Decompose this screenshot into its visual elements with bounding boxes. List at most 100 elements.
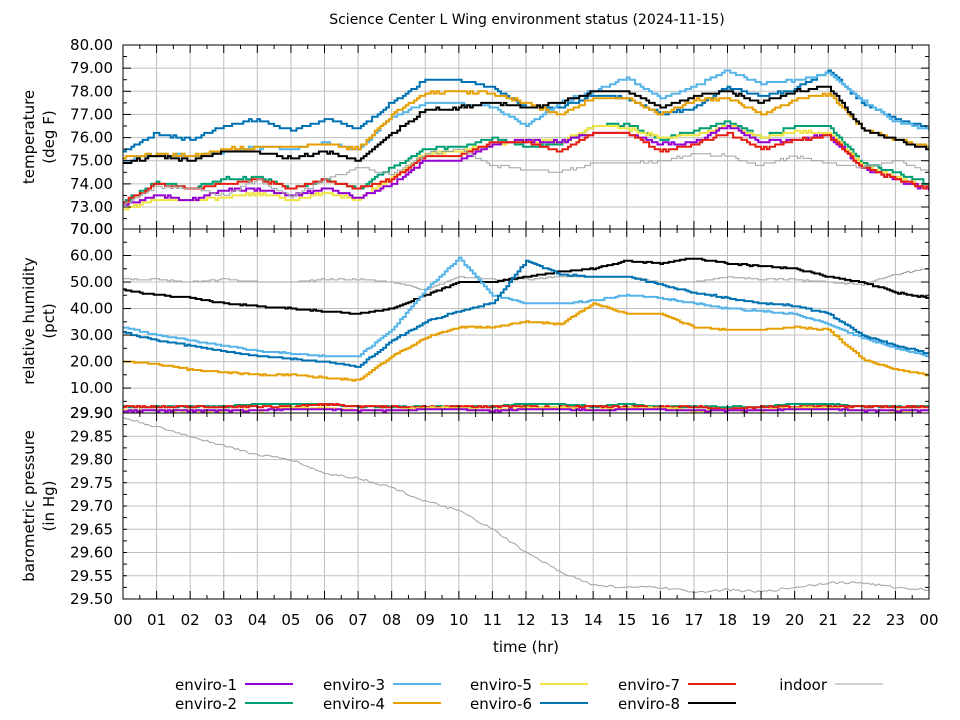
x-tick-label: 22 bbox=[852, 611, 871, 629]
y-tick-label: 77.00 bbox=[70, 105, 113, 123]
legend-label: enviro-1 bbox=[175, 676, 237, 694]
legend-item-enviro-8: enviro-8 bbox=[618, 695, 736, 713]
y-tick-label-overlap: 29.90 bbox=[70, 404, 113, 422]
series-line-indoor-temperature bbox=[123, 148, 929, 206]
series-line-enviro-2-temperature bbox=[123, 120, 929, 204]
series-layer bbox=[123, 69, 929, 594]
x-tick-label: 11 bbox=[483, 611, 502, 629]
legend-item-enviro-1: enviro-1 bbox=[175, 676, 293, 694]
x-tick-label: 16 bbox=[651, 611, 670, 629]
x-tick-label: 05 bbox=[281, 611, 300, 629]
y-tick-label: 60.00 bbox=[70, 247, 113, 265]
legend-label: enviro-3 bbox=[323, 676, 385, 694]
x-tick-label: 13 bbox=[550, 611, 569, 629]
legend-item-enviro-3: enviro-3 bbox=[323, 676, 441, 694]
series-group-pressure bbox=[123, 416, 929, 594]
y-axis-label-temperature: (deg F) bbox=[40, 110, 58, 163]
x-tick-label: 03 bbox=[214, 611, 233, 629]
chart-title: Science Center L Wing environment status… bbox=[329, 12, 725, 28]
y-tick-label: 70.00 bbox=[70, 220, 113, 238]
legend-item-enviro-2: enviro-2 bbox=[175, 695, 293, 713]
legend-label: enviro-4 bbox=[323, 695, 385, 713]
series-line-enviro-6-temperature bbox=[123, 69, 929, 153]
y-tick-label: 29.85 bbox=[70, 427, 113, 445]
x-tick-label: 02 bbox=[181, 611, 200, 629]
y-tick-label: 20.00 bbox=[70, 353, 113, 371]
legend-item-enviro-5: enviro-5 bbox=[470, 676, 588, 694]
legend-item-enviro-7: enviro-7 bbox=[618, 676, 736, 694]
x-tick-label: 06 bbox=[315, 611, 334, 629]
x-tick-label: 17 bbox=[684, 611, 703, 629]
y-tick-label: 29.60 bbox=[70, 544, 113, 562]
y-tick-label: 40.00 bbox=[70, 300, 113, 318]
x-tick-label: 18 bbox=[718, 611, 737, 629]
y-axis-label-humidity: (pct) bbox=[40, 303, 58, 338]
x-tick-label: 15 bbox=[617, 611, 636, 629]
y-tick-label: 76.00 bbox=[70, 129, 113, 147]
series-line-enviro-7-temperature bbox=[123, 131, 929, 204]
x-tick-label: 04 bbox=[248, 611, 267, 629]
series-line-indoor-pressure bbox=[123, 416, 929, 594]
y-tick-label: 50.00 bbox=[70, 273, 113, 291]
plot-frames bbox=[122, 44, 930, 600]
series-line-enviro-8-humidity bbox=[123, 257, 929, 315]
x-tick-label: 08 bbox=[382, 611, 401, 629]
series-line-enviro-4-humidity bbox=[123, 302, 929, 382]
y-tick-label-overlap: 70.00 bbox=[70, 220, 113, 238]
y-tick-label: 29.90 bbox=[70, 404, 113, 422]
x-tick-label: 00 bbox=[113, 611, 132, 629]
y-axis-label-humidity: relative humidity bbox=[20, 257, 38, 385]
y-tick-label: 79.00 bbox=[70, 59, 113, 77]
series-line-enviro-7-humidity bbox=[123, 403, 929, 411]
x-tick-label: 21 bbox=[819, 611, 838, 629]
y-tick-label: 74.00 bbox=[70, 175, 113, 193]
x-tick-label: 12 bbox=[516, 611, 535, 629]
legend-label: enviro-5 bbox=[470, 676, 532, 694]
y-tick-labels: 80.00 79.00 78.00 77.00 76.00 75.00 74.00 73.00… bbox=[70, 36, 113, 608]
x-tick-label: 14 bbox=[584, 611, 603, 629]
y-tick-label: 29.75 bbox=[70, 474, 113, 492]
x-tick-label: 07 bbox=[349, 611, 368, 629]
legend-label: enviro-6 bbox=[470, 695, 532, 713]
legend-item-enviro-6: enviro-6 bbox=[470, 695, 588, 713]
y-tick-label: 80.00 bbox=[70, 36, 113, 54]
y-tick-label: 29.80 bbox=[70, 451, 113, 469]
legend-item-indoor: indoor bbox=[779, 676, 883, 694]
grid bbox=[123, 45, 929, 599]
x-tick-label: 19 bbox=[752, 611, 771, 629]
y-tick-label: 29.70 bbox=[70, 497, 113, 515]
y-tick-label: 30.00 bbox=[70, 326, 113, 344]
y-tick-label: 29.55 bbox=[70, 567, 113, 585]
x-axis-label: time (hr) bbox=[493, 638, 559, 656]
plot-frame-pressure bbox=[122, 412, 930, 600]
x-tick-label: 09 bbox=[416, 611, 435, 629]
series-line-enviro-3-humidity bbox=[123, 256, 929, 358]
legend-item-enviro-4: enviro-4 bbox=[323, 695, 441, 713]
series-line-enviro-2-humidity bbox=[123, 403, 929, 409]
legend-label: enviro-7 bbox=[618, 676, 680, 694]
x-tick-label: 10 bbox=[449, 611, 468, 629]
y-tick-label: 10.00 bbox=[70, 379, 113, 397]
series-line-enviro-6-humidity bbox=[123, 259, 929, 368]
series-line-enviro-4-temperature bbox=[123, 90, 929, 160]
y-tick-label: 75.00 bbox=[70, 152, 113, 170]
y-axis-label-pressure: (in Hg) bbox=[40, 481, 58, 532]
y-axis-labels: temperature (deg F) relative humidity (pct)… bbox=[20, 90, 58, 582]
y-tick-label: 78.00 bbox=[70, 82, 113, 100]
y-axis-label-pressure: barometric pressure bbox=[20, 430, 38, 582]
x-tick-label: 00 bbox=[919, 611, 938, 629]
x-tick-label: 01 bbox=[147, 611, 166, 629]
y-axis-label-temperature: temperature bbox=[20, 90, 38, 184]
x-tick-label: 20 bbox=[785, 611, 804, 629]
x-tick-labels: 00 01 02 03 04 05 06 07 08 09 10 11 12 13 14 15 16 17 18 19… bbox=[113, 611, 938, 629]
y-tick-label: 29.50 bbox=[70, 590, 113, 608]
legend-label: enviro-8 bbox=[618, 695, 680, 713]
x-tick-label: 23 bbox=[886, 611, 905, 629]
y-tick-label: 29.65 bbox=[70, 520, 113, 538]
series-group-temperature bbox=[123, 69, 929, 211]
y-tick-label: 73.00 bbox=[70, 198, 113, 216]
series-line-enviro-8-temperature bbox=[123, 85, 929, 164]
legend-label: enviro-2 bbox=[175, 695, 237, 713]
